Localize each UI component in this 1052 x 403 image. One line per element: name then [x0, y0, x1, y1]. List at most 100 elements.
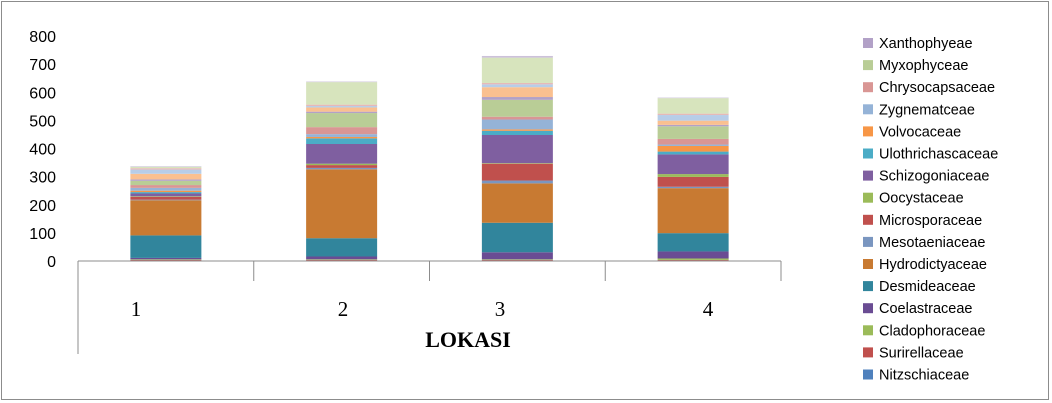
legend-swatch [863, 281, 873, 292]
bar-segment-myxophyceae [130, 180, 202, 186]
bar-segment-xanthophyeae [481, 97, 553, 100]
bar-segment-chrysocapsaceae-top [657, 113, 729, 116]
bar-segment-volvocaceae-top [306, 107, 378, 112]
bar-segment-chrysocapsaceae [657, 138, 729, 145]
bar-segment-chrysocapsaceae [130, 185, 202, 188]
bar-segment-xanthophyeae [306, 111, 378, 114]
bar-segment-chrysocapsaceae-top [481, 82, 553, 85]
bar-segment-coelastraceae [481, 252, 553, 260]
x-tick-label: 1 [131, 297, 142, 321]
bar-segment-cladophoraceae [130, 259, 202, 260]
legend-swatch [863, 259, 873, 269]
legend-label: Oocystaceae [879, 191, 964, 207]
bar-segment-xanthophyeae [657, 124, 729, 127]
bar-segment-xanthophyeae [130, 179, 202, 181]
bar-segment-zygnematceae [130, 187, 202, 191]
bar-segment-volvocaceae [657, 145, 729, 152]
legend-label: Microsporaceae [879, 213, 982, 229]
legend-swatch [863, 126, 873, 137]
bar-segment-hydrodictyaceae [130, 200, 202, 236]
bar-segment-zygnematceae-top [130, 169, 202, 174]
legend-swatch [863, 214, 873, 225]
bar-segment-myxophyceae-top [130, 166, 202, 169]
bar-segment-xanthophyeae-top [657, 97, 729, 99]
bar-segment-myxophyceae-top [306, 82, 378, 105]
legend-label: Ulothrichascaceae [879, 147, 998, 163]
bar-segment-schizogoniaceae [481, 135, 553, 164]
bar-segment-oocystaceae [306, 163, 378, 166]
bar-segment-mesotaeniaceae [306, 167, 378, 170]
bar-segment-hydrodictyaceae [306, 169, 378, 239]
legend-label: Mesotaeniaceae [879, 235, 985, 251]
bar-segment-mesotaeniaceae [657, 186, 729, 189]
bar-segment-cladophoraceae [306, 259, 378, 260]
bar-segment-cladophoraceae [657, 258, 729, 260]
legend-label: Schizogoniaceae [879, 169, 989, 185]
bar-segment-mesotaeniaceae [481, 180, 553, 184]
bar-segment-desmideaceae [130, 235, 202, 258]
bar-segment-volvocaceae [481, 129, 553, 131]
bar-segment-desmideaceae [306, 238, 378, 257]
bar-segment-hydrodictyaceae [481, 183, 553, 223]
bar-segment-coelastraceae [657, 251, 729, 259]
legend-label: Zygnematceae [879, 102, 975, 118]
legend-swatch [863, 347, 873, 358]
bar-segment-zygnematceae [306, 134, 378, 137]
bar-segment-schizogoniaceae [130, 193, 202, 197]
legend-swatch [863, 148, 873, 159]
bar-segment-microsporaceae [306, 165, 378, 168]
bar-segment-zygnematceae [657, 144, 729, 146]
bar-segment-ulothrichascaceae [306, 138, 378, 144]
legend-label: Coelastraceae [879, 301, 973, 317]
bar-segment-volvocaceae [306, 136, 378, 139]
y-tick-label: 700 [29, 57, 56, 74]
bar-segment-volvocaceae-top [657, 120, 729, 125]
y-tick-label: 0 [47, 254, 56, 271]
legend-swatch [863, 60, 873, 71]
x-axis: 1 2 3 4 [77, 260, 782, 354]
legend-label: Cladophoraceae [879, 323, 985, 339]
bar-segment-myxophyceae [306, 113, 378, 128]
legend-label: Desmideaceae [879, 279, 976, 295]
bar-segment-ulothrichascaceae [657, 151, 729, 155]
bar-segment-xanthophyeae-top [481, 55, 553, 58]
bar-segment-chrysocapsaceae-top [306, 104, 378, 107]
legend-swatch [863, 325, 873, 336]
legend-swatch [863, 82, 873, 93]
x-tick-label: 4 [703, 297, 714, 321]
y-tick-label: 400 [29, 142, 56, 159]
bar-segment-chrysocapsaceae [481, 116, 553, 120]
bar-segment-coelastraceae [130, 257, 202, 260]
legend-label: Xanthophyeae [879, 36, 973, 52]
bar-segment-microsporaceae [130, 196, 202, 200]
legend-label: Nitzschiaceae [879, 368, 969, 384]
bar-segment-volvocaceae-top [481, 87, 553, 98]
bar-segment-myxophyceae [657, 126, 729, 139]
bar-segment-oocystaceae [130, 196, 202, 197]
legend-label: Myxophyceae [879, 58, 968, 74]
bar-segment-cladophoraceae [481, 259, 553, 260]
legend-label: Surirellaceae [879, 345, 964, 361]
bar-segment-myxophyceae [481, 99, 553, 117]
bar-segment-microsporaceae [481, 163, 553, 181]
bar-segment-surirellaceae [130, 259, 202, 261]
y-tick-label: 800 [29, 29, 56, 46]
bar-segment-surirellaceae [657, 259, 729, 261]
legend-swatch [863, 369, 873, 380]
x-tick-label: 3 [495, 297, 506, 321]
legend-label: Volvocaceae [879, 124, 961, 140]
bar-segment-schizogoniaceae [657, 154, 729, 175]
legend-swatch [863, 170, 873, 181]
plot-area [130, 55, 729, 261]
bar-segment-chrysocapsaceae [306, 127, 378, 135]
legend-label: Chrysocapsaceae [879, 80, 995, 96]
bar-segment-chrysocapsaceae-top [130, 168, 202, 170]
x-axis-label: LOKASI [425, 327, 511, 352]
bar-segment-desmideaceae [657, 233, 729, 252]
bar-segment-desmideaceae [481, 222, 553, 253]
bar-segment-ulothrichascaceae [481, 130, 553, 135]
legend-swatch [863, 104, 873, 115]
legend-swatch [863, 236, 873, 247]
bar-segment-surirellaceae [306, 259, 378, 261]
